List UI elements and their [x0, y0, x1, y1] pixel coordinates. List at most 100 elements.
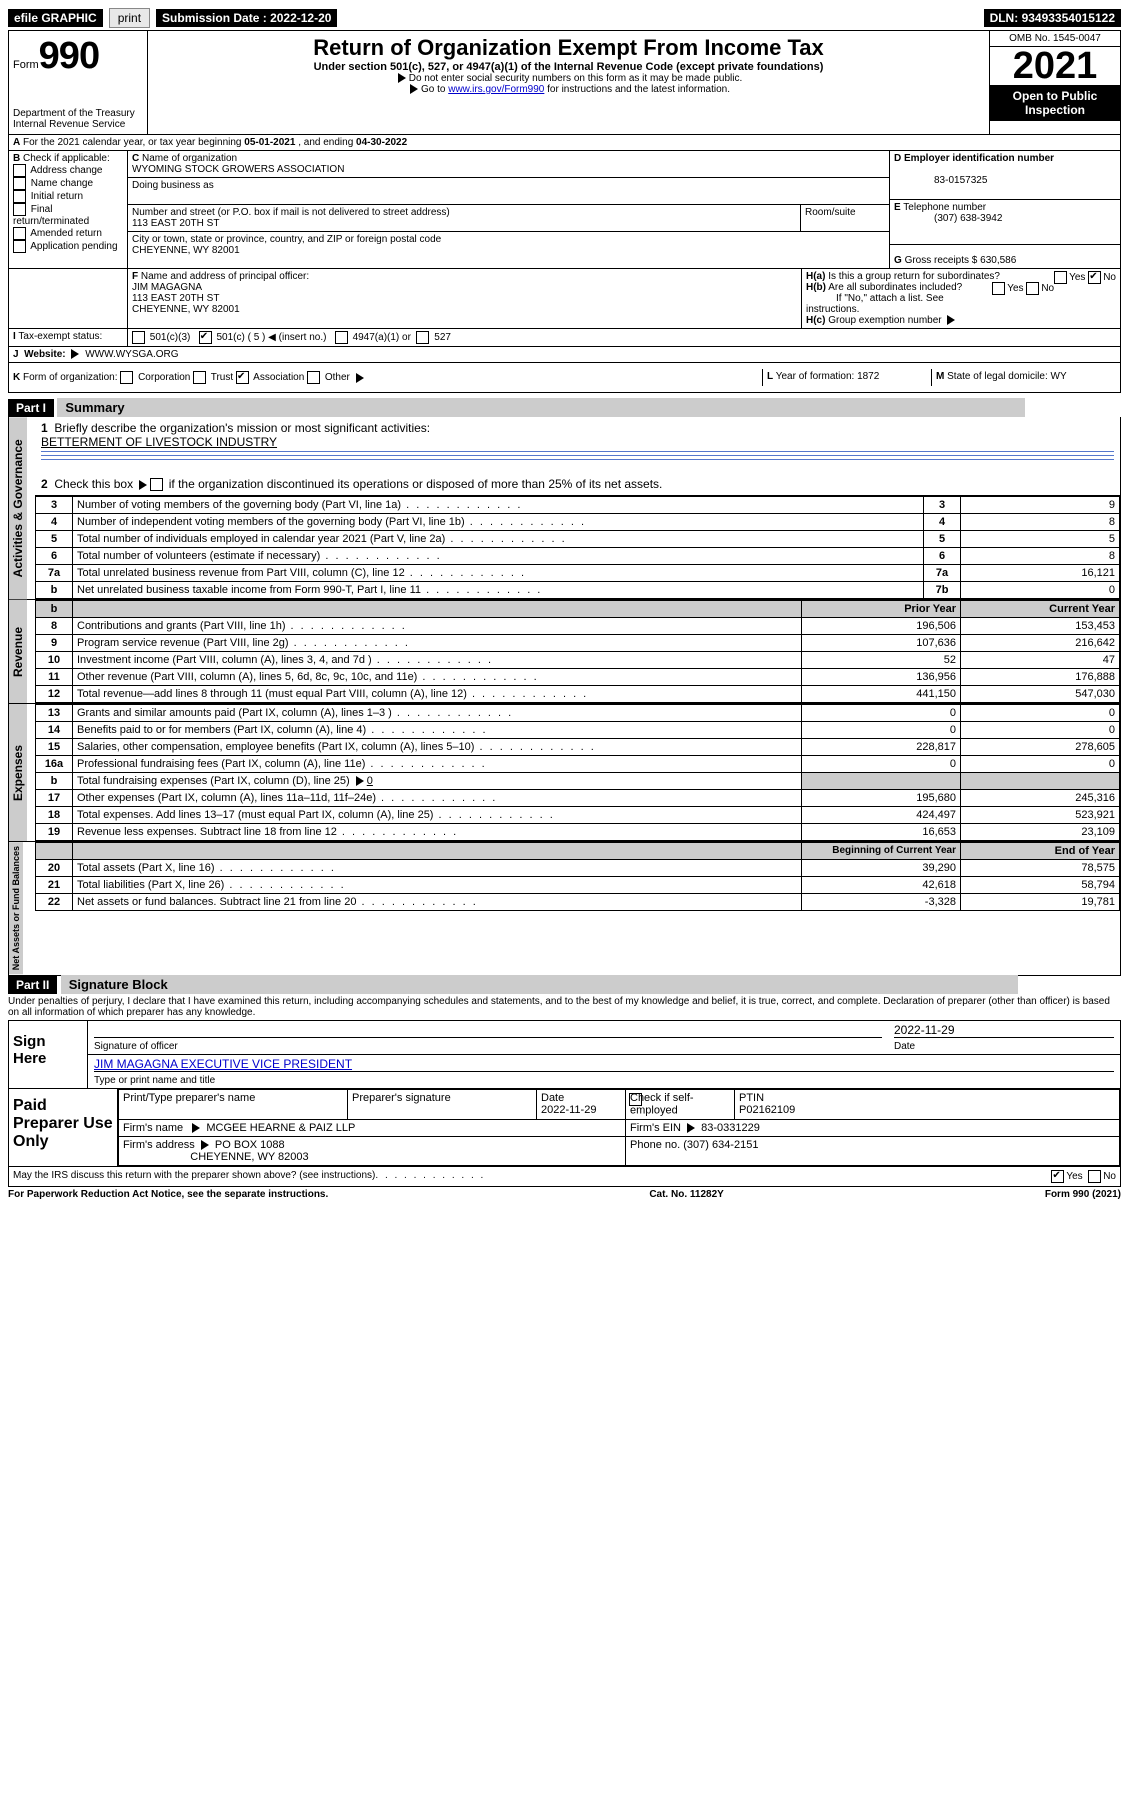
paid-preparer-label: Paid Preparer Use Only: [9, 1089, 117, 1166]
revenue-table: bPrior YearCurrent Year 8Contributions a…: [35, 600, 1120, 703]
preparer-table: Print/Type preparer's name Preparer's si…: [118, 1089, 1120, 1166]
discuss-row: May the IRS discuss this return with the…: [8, 1167, 1121, 1187]
form-990-badge: Form990: [13, 35, 143, 78]
efile-label: efile GRAPHIC: [8, 9, 103, 27]
city-label: City or town, state or province, country…: [132, 234, 441, 245]
line-a: A For the 2021 calendar year, or tax yea…: [8, 135, 1121, 151]
501c-checkbox[interactable]: [199, 331, 212, 344]
print-button[interactable]: print: [109, 8, 150, 28]
corp-checkbox[interactable]: [120, 371, 133, 384]
side-label-netassets: Net Assets or Fund Balances: [9, 842, 23, 974]
paid-preparer-block: Paid Preparer Use Only Print/Type prepar…: [8, 1089, 1121, 1167]
state-domicile: WY: [1051, 371, 1067, 382]
expenses-table: 13Grants and similar amounts paid (Part …: [35, 704, 1120, 841]
room-suite-label: Room/suite: [800, 205, 889, 231]
form-header: Form990 Department of the Treasury Inter…: [8, 30, 1121, 135]
triangle-icon: [356, 373, 364, 383]
ssn-note: Do not enter social security numbers on …: [152, 73, 985, 84]
triangle-icon: [398, 73, 406, 83]
street-address: 113 EAST 20TH ST: [132, 218, 219, 229]
phone-label: Telephone number: [903, 202, 986, 213]
net-assets-section: Net Assets or Fund Balances Beginning of…: [8, 842, 1121, 975]
line2-checkbox[interactable]: [150, 478, 163, 491]
ha-no-checkbox[interactable]: [1088, 271, 1101, 284]
527-checkbox[interactable]: [416, 331, 429, 344]
hb-note: If "No," attach a list. See instructions…: [806, 293, 944, 315]
triangle-icon: [410, 84, 418, 94]
form-number: 990: [39, 35, 99, 77]
footer-right: Form 990 (2021): [1045, 1189, 1121, 1200]
assoc-checkbox[interactable]: [236, 371, 249, 384]
page-footer: For Paperwork Reduction Act Notice, see …: [8, 1187, 1121, 1202]
dept-treasury: Department of the Treasury: [13, 108, 143, 119]
discuss-yes-checkbox[interactable]: [1051, 1170, 1064, 1183]
f-label: Name and address of principal officer:: [141, 271, 309, 282]
b-opt-checkbox[interactable]: [13, 240, 26, 253]
officer-name: JIM MAGAGNA: [132, 282, 202, 293]
activities-governance-section: Activities & Governance 1 Briefly descri…: [8, 417, 1121, 600]
firm-addr2: CHEYENNE, WY 82003: [190, 1151, 308, 1163]
ha-yes-checkbox[interactable]: [1054, 271, 1067, 284]
4947-checkbox[interactable]: [335, 331, 348, 344]
b-opt-checkbox[interactable]: [13, 177, 26, 190]
form-word: Form: [13, 59, 39, 71]
officer-group-block: F Name and address of principal officer:…: [8, 269, 1121, 329]
side-label-ag: Activities & Governance: [9, 417, 27, 599]
officer-addr2: CHEYENNE, WY 82001: [132, 304, 240, 315]
website-row: J Website: WWW.WYSGA.ORG: [8, 347, 1121, 363]
side-label-expenses: Expenses: [9, 704, 27, 841]
dba-label: Doing business as: [132, 180, 214, 191]
trust-checkbox[interactable]: [193, 371, 206, 384]
other-checkbox[interactable]: [307, 371, 320, 384]
triangle-icon: [201, 1140, 209, 1150]
netassets-table: Beginning of Current YearEnd of Year 20T…: [35, 842, 1120, 911]
submission-date-label: Submission Date :: [162, 11, 270, 25]
instructions-link[interactable]: www.irs.gov/Form990: [448, 84, 544, 95]
phone-value: (307) 638-3942: [894, 213, 1002, 224]
501c3-checkbox[interactable]: [132, 331, 145, 344]
klm-row: K Form of organization: Corporation Trus…: [8, 363, 1121, 393]
discuss-no-checkbox[interactable]: [1088, 1170, 1101, 1183]
line1-label: Briefly describe the organization's miss…: [54, 421, 430, 435]
triangle-icon: [71, 349, 79, 359]
ha-label: Is this a group return for subordinates?: [828, 271, 1000, 282]
side-label-revenue: Revenue: [9, 600, 27, 703]
part-ii-header: Part II Signature Block: [8, 976, 1121, 994]
firm-name: MCGEE HEARNE & PAIZ LLP: [206, 1122, 355, 1134]
perjury-declaration: Under penalties of perjury, I declare th…: [8, 994, 1121, 1020]
website-value: WWW.WYSGA.ORG: [85, 349, 178, 360]
addr-label: Number and street (or P.O. box if mail i…: [132, 207, 450, 218]
form-title: Return of Organization Exempt From Incom…: [152, 35, 985, 61]
city-state-zip: CHEYENNE, WY 82001: [132, 245, 240, 256]
self-employed-checkbox[interactable]: [629, 1093, 642, 1106]
hc-label: Group exemption number: [828, 315, 941, 326]
gross-receipts-value: 630,586: [980, 255, 1016, 266]
gross-receipts-label: Gross receipts $: [905, 255, 981, 266]
b-opt-checkbox[interactable]: [13, 203, 26, 216]
submission-date-block: Submission Date : 2022-12-20: [156, 9, 337, 27]
form-subtitle: Under section 501(c), 527, or 4947(a)(1)…: [152, 61, 985, 73]
firm-ein: 83-0331229: [701, 1122, 760, 1134]
officer-addr1: 113 EAST 20TH ST: [132, 293, 219, 304]
identity-block: B Check if applicable: Address change Na…: [8, 151, 1121, 269]
dln-value: 93493354015122: [1022, 11, 1115, 25]
governance-table: 3Number of voting members of the governi…: [35, 496, 1120, 599]
b-opt-checkbox[interactable]: [13, 227, 26, 240]
c-name-label: Name of organization: [142, 153, 237, 164]
footer-cat: Cat. No. 11282Y: [649, 1189, 723, 1200]
submission-date: 2022-12-20: [270, 11, 331, 25]
officer-name-title[interactable]: JIM MAGAGNA EXECUTIVE VICE PRESIDENT: [94, 1057, 352, 1071]
b-opt-checkbox[interactable]: [13, 164, 26, 177]
part-i-header: Part I Summary: [8, 399, 1121, 417]
sig-date-val: 2022-11-29: [894, 1023, 955, 1037]
firm-phone: (307) 634-2151: [683, 1139, 758, 1151]
instructions-note: Go to www.irs.gov/Form990 for instructio…: [152, 84, 985, 95]
org-name: WYOMING STOCK GROWERS ASSOCIATION: [132, 164, 344, 175]
hb-no-checkbox[interactable]: [1026, 282, 1039, 295]
open-public-badge: Open to Public Inspection: [990, 85, 1120, 121]
b-opt-checkbox[interactable]: [13, 190, 26, 203]
ein-label: Employer identification number: [904, 153, 1054, 164]
hb-yes-checkbox[interactable]: [992, 282, 1005, 295]
footer-left: For Paperwork Reduction Act Notice, see …: [8, 1189, 328, 1200]
sig-date-label: Date: [894, 1041, 915, 1052]
